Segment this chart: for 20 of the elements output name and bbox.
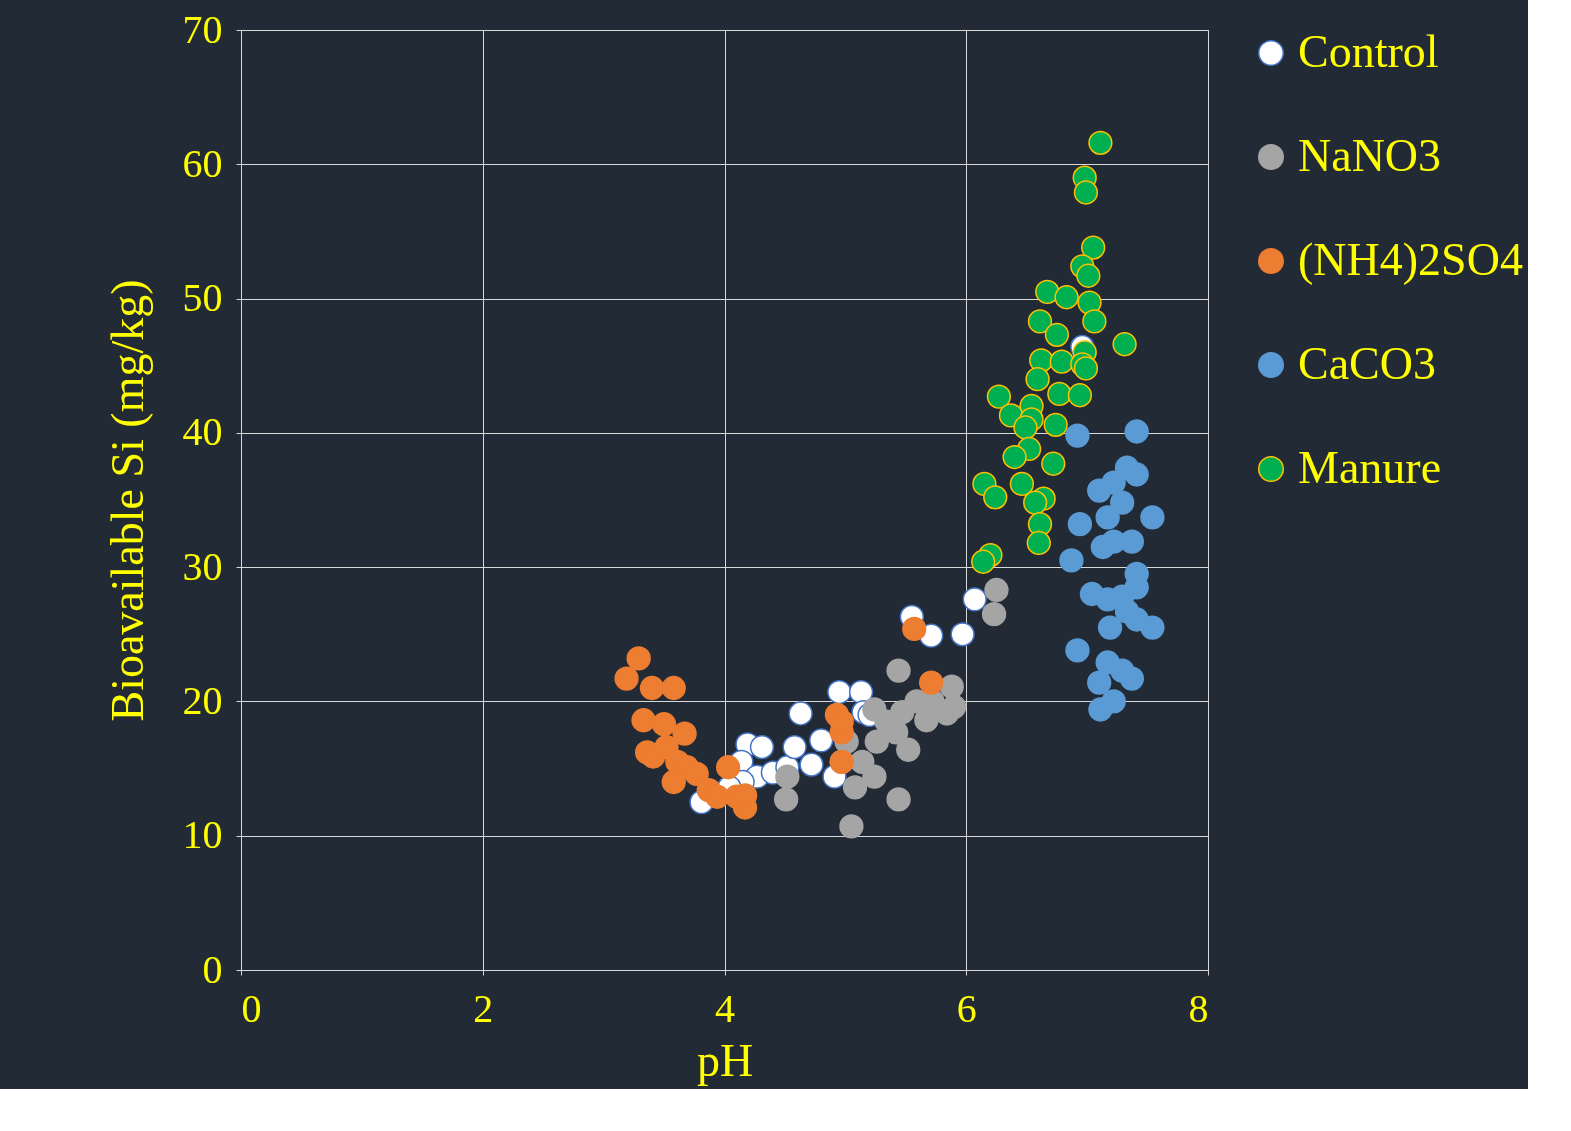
- x-tick-label: 4: [715, 985, 735, 1031]
- legend-label: CaCO3: [1298, 338, 1436, 389]
- y-tick-label: 30: [182, 543, 223, 589]
- x-axis-title: pH: [696, 1034, 754, 1086]
- legend-label: (NH4)2SO4: [1298, 234, 1523, 285]
- y-tick-label: 40: [182, 409, 223, 455]
- x-tick-label: 8: [1188, 985, 1209, 1031]
- x-tick-label: 6: [956, 985, 977, 1031]
- y-tick-label: 0: [202, 946, 223, 992]
- y-tick-label: 10: [182, 812, 223, 858]
- y-tick-label: 20: [182, 677, 223, 723]
- legend-label: Manure: [1298, 442, 1442, 493]
- y-tick-label: 60: [182, 140, 223, 186]
- x-tick-label: 0: [241, 985, 262, 1031]
- y-tick-label: 70: [182, 6, 223, 52]
- legend-label: NaNO3: [1298, 130, 1442, 181]
- legend-label: Control: [1298, 26, 1439, 77]
- y-tick-label: 50: [182, 275, 223, 321]
- x-tick-label: 2: [473, 985, 494, 1031]
- y-axis-title: Bioavailable Si (mg/kg): [101, 279, 153, 722]
